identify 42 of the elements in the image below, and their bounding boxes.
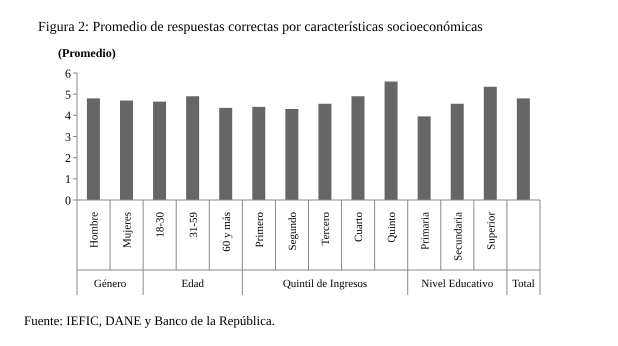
y-tick-label: 2 — [65, 150, 71, 165]
x-tick-label: Tercero — [320, 212, 332, 246]
bar — [219, 108, 232, 200]
bar — [351, 96, 364, 200]
x-tick-label: Quinto — [386, 212, 398, 243]
bar — [252, 106, 266, 200]
y-tick-label: 4 — [65, 108, 71, 123]
chart-title: Figura 2: Promedio de respuestas correctas por características socioeconómicas — [38, 20, 483, 36]
x-tick-label: Superior — [485, 212, 498, 250]
bar — [318, 104, 332, 200]
bar — [86, 98, 100, 200]
bar — [285, 108, 298, 200]
bar — [418, 116, 431, 200]
text: Nivel Educativo — [421, 278, 494, 290]
y-tick-label: 5 — [65, 87, 71, 102]
bar — [484, 86, 497, 200]
x-tick-label: 18-30 — [154, 212, 167, 238]
x-tick-label: Mujeres — [122, 212, 134, 248]
bar — [516, 98, 530, 200]
text: Género — [94, 278, 127, 290]
bar — [153, 102, 166, 200]
x-tick-label: 60 y más — [220, 212, 233, 252]
y-tick-label: 6 — [65, 66, 71, 80]
bar — [384, 81, 398, 200]
bar — [450, 104, 464, 200]
y-tick-label: 0 — [65, 193, 71, 208]
x-tick-label: Hombre — [88, 212, 101, 248]
x-tick-label: 31-59 — [188, 212, 200, 238]
source-note: Fuente: IEFIC, DANE y Banco de la República. — [24, 313, 275, 329]
x-tick-label: Segundo — [286, 212, 299, 250]
x-tick-label: Primero — [254, 212, 266, 248]
y-tick-label: 1 — [65, 172, 71, 186]
bar — [186, 96, 200, 200]
y-tick-label: 3 — [65, 130, 71, 144]
y-axis-title: (Promedio) — [58, 46, 116, 61]
x-tick-label: Primaria — [419, 212, 432, 250]
x-tick-label: Secundaria — [452, 212, 464, 261]
x-tick-label: Cuarto — [353, 212, 366, 242]
text: Quintil de Ingresos — [282, 278, 368, 290]
text: Edad — [181, 278, 205, 290]
bar — [120, 100, 133, 200]
text: Total — [512, 278, 535, 290]
